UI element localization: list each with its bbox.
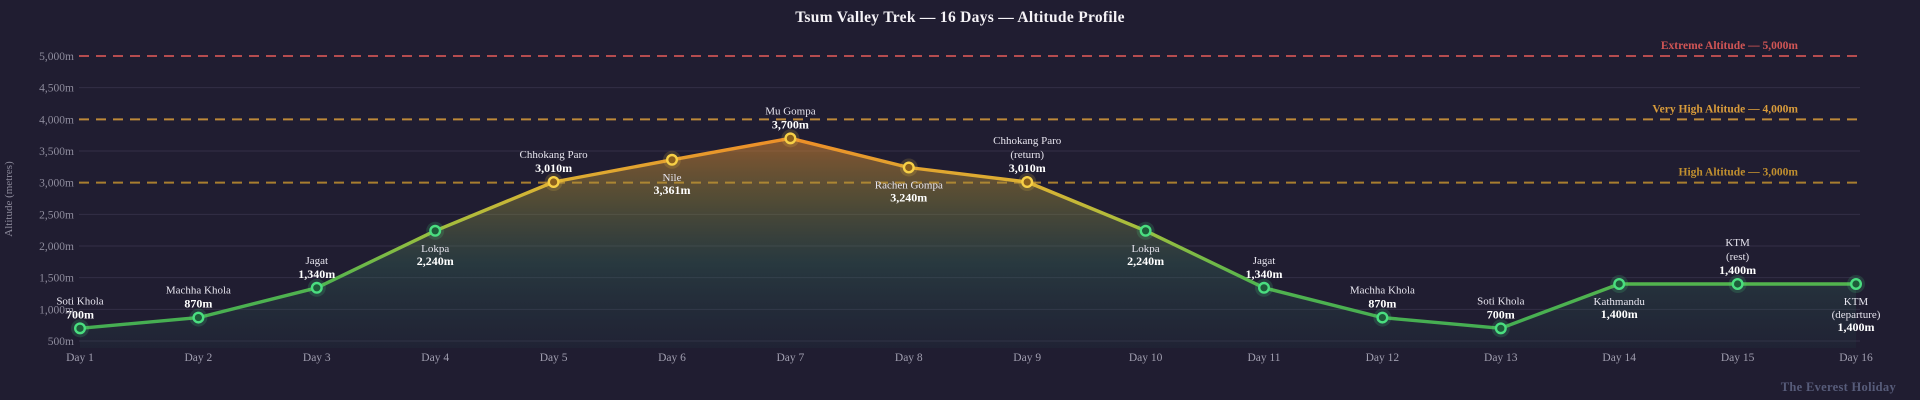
data-point-day-8 xyxy=(902,161,915,174)
data-point-day-3 xyxy=(310,281,323,294)
point-name-day-9: Chhokang Paro xyxy=(993,135,1062,147)
x-label-day-16: Day 16 xyxy=(1839,352,1873,364)
point-name-day-9: (return) xyxy=(1010,149,1044,161)
y-tick-1000: 1,000m xyxy=(39,304,74,316)
chart-title: Tsum Valley Trek — 16 Days — Altitude Pr… xyxy=(795,9,1125,26)
point-value-day-10: 2,240m xyxy=(1127,254,1164,268)
x-label-day-11: Day 11 xyxy=(1247,352,1280,364)
point-name-day-7: Mu Gompa xyxy=(765,105,816,117)
x-label-day-2: Day 2 xyxy=(185,352,213,364)
point-name-day-5: Chhokang Paro xyxy=(520,149,589,161)
x-label-day-6: Day 6 xyxy=(658,352,686,364)
data-point-day-10 xyxy=(1139,224,1152,237)
threshold-label-4000: Very High Altitude — 4,000m xyxy=(1652,103,1798,115)
point-name-day-15: (rest) xyxy=(1726,251,1750,263)
data-point-day-7 xyxy=(784,132,797,145)
data-point-day-1 xyxy=(73,322,86,335)
point-name-day-14: Kathmandu xyxy=(1594,296,1646,308)
point-name-day-8: Rachen Gompa xyxy=(875,179,943,191)
data-point-day-12 xyxy=(1376,311,1389,324)
y-tick-4500: 4,500m xyxy=(39,83,74,95)
y-tick-5000: 5,000m xyxy=(39,51,74,63)
data-point-day-6 xyxy=(666,153,679,166)
data-point-day-15 xyxy=(1731,278,1744,291)
x-label-day-8: Day 8 xyxy=(895,352,923,364)
altitude-line xyxy=(78,136,1858,330)
data-point-day-14 xyxy=(1613,278,1626,291)
data-point-day-5 xyxy=(547,176,560,189)
point-name-day-4: Lokpa xyxy=(421,243,449,255)
x-axis-labels: Day 1 Day 2 Day 3 Day 4 Day 5 Day 6 Day 7 Day 8… xyxy=(66,352,1873,364)
x-label-day-5: Day 5 xyxy=(540,352,568,364)
data-point-day-9 xyxy=(1021,176,1034,189)
point-name-day-3: Jagat xyxy=(305,255,328,267)
point-value-day-11: 1,340m xyxy=(1246,267,1283,281)
y-tick-3000: 3,000m xyxy=(39,178,74,190)
y-tick-3500: 3,500m xyxy=(39,146,74,158)
point-value-day-7: 3,700m xyxy=(772,117,809,131)
y-tick-4000: 4,000m xyxy=(39,114,74,126)
point-value-day-16: 1,400m xyxy=(1838,320,1875,334)
point-value-day-1: 700m xyxy=(66,307,94,321)
y-tick-500: 500m xyxy=(48,336,74,348)
point-name-day-15: KTM xyxy=(1725,237,1750,249)
point-name-day-12: Machha Khola xyxy=(1350,285,1415,297)
point-value-day-8: 3,240m xyxy=(890,190,927,204)
x-label-day-4: Day 4 xyxy=(421,352,449,364)
point-value-day-12: 870m xyxy=(1368,297,1396,311)
point-name-day-11: Jagat xyxy=(1253,255,1276,267)
x-label-day-14: Day 14 xyxy=(1602,352,1636,364)
point-value-day-6: 3,361m xyxy=(654,183,691,197)
point-value-day-9: 3,010m xyxy=(1009,161,1046,175)
x-label-day-1: Day 1 xyxy=(66,352,94,364)
threshold-label-3000: High Altitude — 3,000m xyxy=(1679,167,1799,179)
point-value-day-13: 700m xyxy=(1487,307,1515,321)
y-tick-2000: 2,000m xyxy=(39,241,74,253)
point-value-day-15: 1,400m xyxy=(1719,263,1756,277)
x-label-day-15: Day 15 xyxy=(1721,352,1755,364)
data-point-day-2 xyxy=(192,311,205,324)
altitude-area xyxy=(80,138,1856,348)
data-point-day-4 xyxy=(429,224,442,237)
point-value-day-14: 1,400m xyxy=(1601,307,1638,321)
point-name-day-1: Soti Khola xyxy=(56,295,103,307)
threshold-lines: Extreme Altitude — 5,000m Very High Altit… xyxy=(79,40,1860,184)
x-label-day-10: Day 10 xyxy=(1129,352,1163,364)
y-axis-ticks: 500m 1,000m 1,500m 2,000m 2,500m 3,000m 3,500m… xyxy=(39,51,74,348)
point-value-day-5: 3,010m xyxy=(535,161,572,175)
point-name-day-6: Nile xyxy=(663,172,682,184)
x-label-day-7: Day 7 xyxy=(777,352,805,364)
point-name-day-10: Lokpa xyxy=(1132,243,1160,255)
x-label-day-3: Day 3 xyxy=(303,352,331,364)
point-name-day-16: KTM xyxy=(1844,296,1869,308)
y-axis-title: Altitude (metres) xyxy=(3,161,15,237)
threshold-label-5000: Extreme Altitude — 5,000m xyxy=(1661,40,1799,52)
brand-watermark: The Everest Holiday xyxy=(1780,380,1896,394)
data-point-day-11 xyxy=(1257,281,1270,294)
x-label-day-12: Day 12 xyxy=(1366,352,1400,364)
y-tick-2500: 2,500m xyxy=(39,209,74,221)
point-value-day-3: 1,340m xyxy=(298,267,335,281)
y-tick-1500: 1,500m xyxy=(39,273,74,285)
x-label-day-13: Day 13 xyxy=(1484,352,1518,364)
data-point-day-13 xyxy=(1494,322,1507,335)
point-value-day-4: 2,240m xyxy=(417,254,454,268)
point-name-day-2: Machha Khola xyxy=(166,285,231,297)
data-point-day-16 xyxy=(1849,278,1862,291)
data-points xyxy=(71,129,1865,338)
point-name-day-16: (departure) xyxy=(1832,309,1881,321)
x-label-day-9: Day 9 xyxy=(1013,352,1041,364)
point-name-day-13: Soti Khola xyxy=(1477,295,1524,307)
point-value-day-2: 870m xyxy=(184,297,212,311)
